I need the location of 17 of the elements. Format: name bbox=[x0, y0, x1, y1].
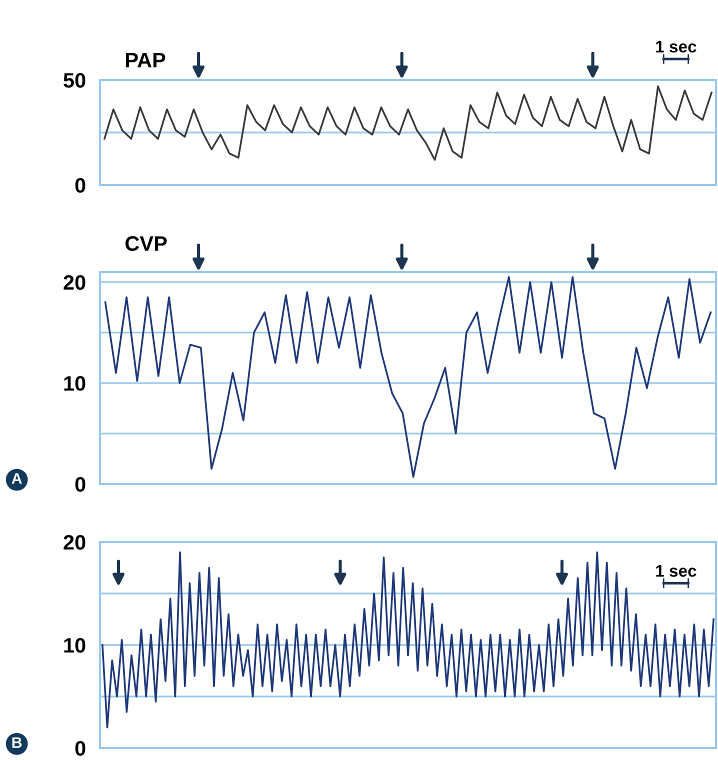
y-tick-label: 10 bbox=[64, 376, 86, 391]
y-tick-label: 0 bbox=[75, 178, 86, 193]
y-tick-label: 0 bbox=[75, 741, 86, 756]
chart-title: CVP bbox=[125, 236, 167, 251]
chart-title: PAP bbox=[126, 52, 166, 68]
text: 1 sec bbox=[656, 40, 696, 53]
y-tick-label: 20 bbox=[64, 535, 86, 550]
text: B bbox=[12, 737, 22, 748]
y-tick-label: 20 bbox=[64, 275, 86, 290]
y-tick-label: 50 bbox=[64, 73, 86, 88]
line-series bbox=[104, 85, 712, 161]
line-series bbox=[102, 551, 714, 728]
line-series bbox=[104, 276, 712, 478]
text: A bbox=[12, 473, 22, 484]
annotation: 1 sec bbox=[656, 565, 696, 577]
y-tick-label: 0 bbox=[75, 477, 86, 492]
y-tick-label: 10 bbox=[64, 638, 86, 653]
